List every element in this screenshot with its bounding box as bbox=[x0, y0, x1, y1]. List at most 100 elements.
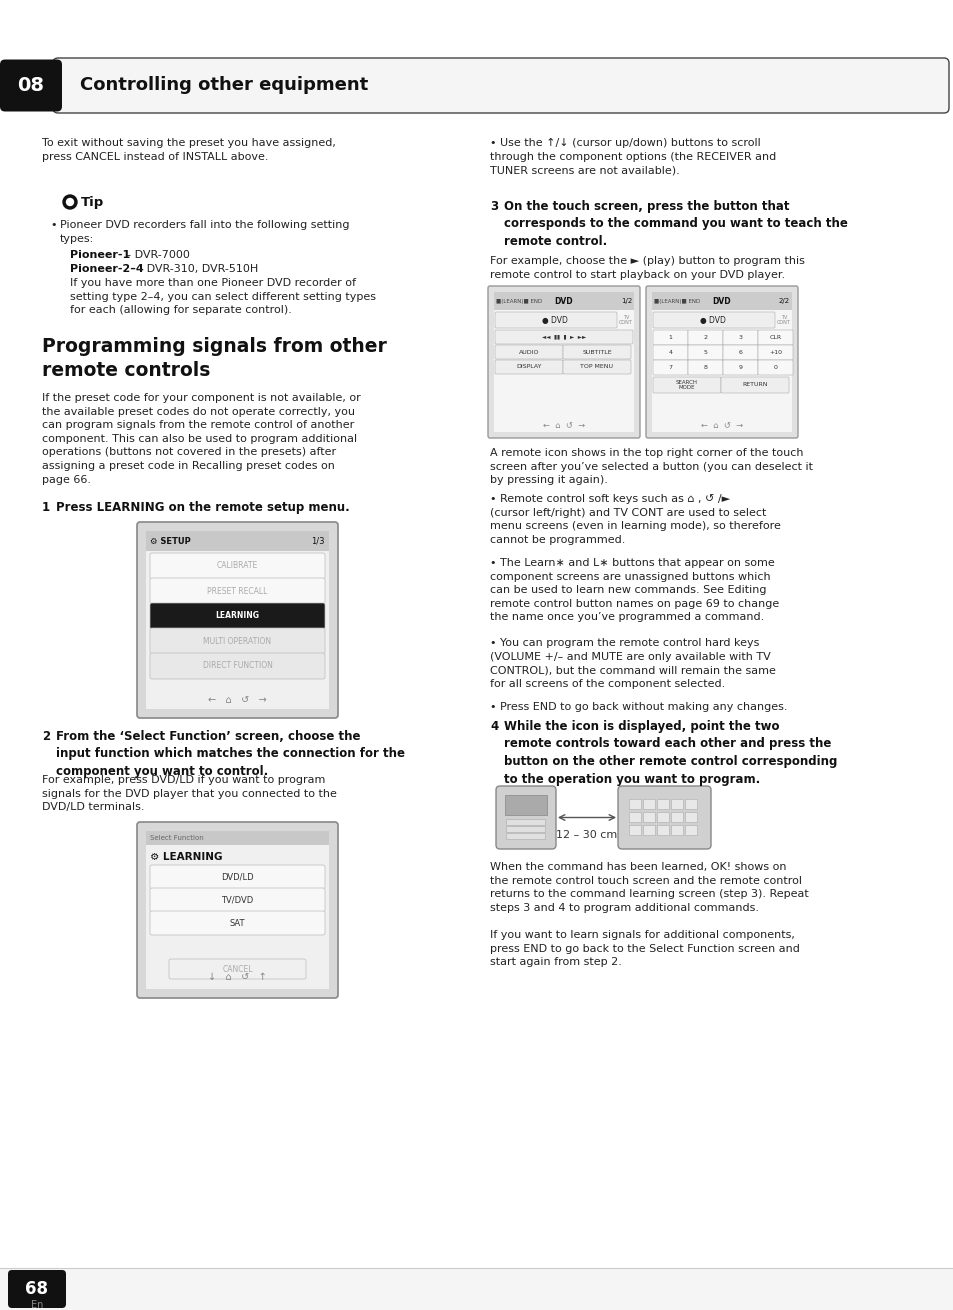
FancyBboxPatch shape bbox=[0, 59, 62, 111]
FancyBboxPatch shape bbox=[687, 360, 722, 375]
Text: • Remote control soft keys such as ⌂ , ↺ /►
(cursor left/right) and TV CONT are : • Remote control soft keys such as ⌂ , ↺… bbox=[490, 494, 781, 545]
Text: If you want to learn signals for additional components,
press END to go back to : If you want to learn signals for additio… bbox=[490, 930, 799, 967]
Text: CLR: CLR bbox=[769, 335, 781, 341]
FancyBboxPatch shape bbox=[758, 360, 792, 375]
Text: ←   ⌂   ↺   →: ← ⌂ ↺ → bbox=[208, 696, 267, 705]
Bar bbox=[146, 531, 329, 709]
FancyBboxPatch shape bbox=[506, 827, 545, 832]
Text: En: En bbox=[30, 1300, 43, 1310]
Text: 3: 3 bbox=[490, 200, 497, 214]
Text: ←  ⌂  ↺  →: ← ⌂ ↺ → bbox=[700, 421, 742, 430]
FancyBboxPatch shape bbox=[495, 330, 633, 345]
FancyBboxPatch shape bbox=[657, 825, 669, 836]
FancyBboxPatch shape bbox=[137, 521, 337, 718]
Text: 9: 9 bbox=[738, 365, 741, 369]
Text: ↓   ⌂   ↺   ↑: ↓ ⌂ ↺ ↑ bbox=[208, 972, 267, 982]
FancyBboxPatch shape bbox=[8, 1269, 66, 1307]
Circle shape bbox=[67, 199, 73, 206]
Text: 8: 8 bbox=[702, 365, 707, 369]
Text: 1/3: 1/3 bbox=[312, 537, 325, 545]
FancyBboxPatch shape bbox=[671, 799, 682, 810]
FancyBboxPatch shape bbox=[657, 799, 669, 810]
FancyBboxPatch shape bbox=[150, 865, 325, 889]
Text: Programming signals from other
remote controls: Programming signals from other remote co… bbox=[42, 337, 387, 380]
Bar bbox=[146, 531, 329, 552]
Text: 3: 3 bbox=[738, 335, 741, 341]
Text: Tip: Tip bbox=[81, 196, 104, 210]
Text: 2: 2 bbox=[702, 335, 707, 341]
FancyBboxPatch shape bbox=[629, 812, 640, 823]
Text: ● DVD: ● DVD bbox=[541, 316, 567, 325]
Bar bbox=[146, 831, 329, 989]
FancyBboxPatch shape bbox=[643, 799, 655, 810]
Text: 08: 08 bbox=[17, 76, 45, 96]
FancyBboxPatch shape bbox=[722, 345, 758, 360]
FancyBboxPatch shape bbox=[169, 959, 306, 979]
FancyBboxPatch shape bbox=[506, 820, 545, 825]
FancyBboxPatch shape bbox=[652, 330, 687, 345]
Text: LEARNING: LEARNING bbox=[215, 612, 259, 621]
FancyBboxPatch shape bbox=[562, 345, 630, 359]
Text: 4: 4 bbox=[490, 721, 497, 734]
Text: From the ‘Select Function’ screen, choose the
input function which matches the c: From the ‘Select Function’ screen, choos… bbox=[56, 730, 405, 778]
Text: 5: 5 bbox=[702, 350, 707, 355]
FancyBboxPatch shape bbox=[652, 360, 687, 375]
Text: SAT: SAT bbox=[230, 918, 245, 927]
Text: ◄◄  ▮▮  ▮  ►  ►►: ◄◄ ▮▮ ▮ ► ►► bbox=[541, 334, 585, 339]
Text: DVD: DVD bbox=[712, 296, 731, 305]
Bar bbox=[494, 292, 634, 310]
FancyBboxPatch shape bbox=[758, 330, 792, 345]
FancyBboxPatch shape bbox=[150, 888, 325, 912]
Text: CALIBRATE: CALIBRATE bbox=[216, 562, 258, 570]
FancyBboxPatch shape bbox=[671, 812, 682, 823]
FancyBboxPatch shape bbox=[685, 812, 697, 823]
FancyBboxPatch shape bbox=[687, 345, 722, 360]
Text: For example, press DVD/LD if you want to program
signals for the DVD player that: For example, press DVD/LD if you want to… bbox=[42, 776, 336, 812]
FancyBboxPatch shape bbox=[495, 345, 562, 359]
FancyBboxPatch shape bbox=[720, 377, 788, 393]
FancyBboxPatch shape bbox=[758, 345, 792, 360]
FancyBboxPatch shape bbox=[53, 58, 948, 113]
FancyBboxPatch shape bbox=[150, 553, 325, 579]
Text: TV
CONT: TV CONT bbox=[618, 314, 632, 325]
Text: SEARCH
MODE: SEARCH MODE bbox=[676, 380, 698, 390]
FancyBboxPatch shape bbox=[643, 825, 655, 836]
FancyBboxPatch shape bbox=[685, 825, 697, 836]
Bar bbox=[146, 831, 329, 845]
FancyBboxPatch shape bbox=[137, 821, 337, 998]
Text: If you have more than one Pioneer DVD recorder of
setting type 2–4, you can sele: If you have more than one Pioneer DVD re… bbox=[70, 278, 375, 316]
Text: To exit without saving the preset you have assigned,
press CANCEL instead of INS: To exit without saving the preset you ha… bbox=[42, 138, 335, 161]
Text: +10: +10 bbox=[768, 350, 781, 355]
Text: When the command has been learned, OK! shows on
the remote control touch screen : When the command has been learned, OK! s… bbox=[490, 862, 808, 913]
FancyBboxPatch shape bbox=[687, 330, 722, 345]
FancyBboxPatch shape bbox=[150, 652, 325, 679]
Text: 1/2: 1/2 bbox=[620, 297, 631, 304]
FancyBboxPatch shape bbox=[643, 812, 655, 823]
FancyBboxPatch shape bbox=[652, 345, 687, 360]
Text: 6: 6 bbox=[738, 350, 741, 355]
Text: While the icon is displayed, point the two
remote controls toward each other and: While the icon is displayed, point the t… bbox=[503, 721, 837, 786]
Text: ←  ⌂  ↺  →: ← ⌂ ↺ → bbox=[542, 421, 584, 430]
FancyBboxPatch shape bbox=[150, 578, 325, 604]
Text: Pioneer-1: Pioneer-1 bbox=[70, 250, 131, 259]
FancyBboxPatch shape bbox=[652, 312, 774, 328]
Circle shape bbox=[63, 195, 77, 210]
Text: Select Function: Select Function bbox=[150, 834, 204, 841]
Text: • Use the ↑/↓ (cursor up/down) buttons to scroll
through the component options (: • Use the ↑/↓ (cursor up/down) buttons t… bbox=[490, 138, 776, 176]
Text: – DVR-310, DVR-510H: – DVR-310, DVR-510H bbox=[133, 265, 258, 274]
Text: •: • bbox=[50, 220, 56, 231]
Bar bbox=[651, 292, 791, 310]
Text: 68: 68 bbox=[26, 1280, 49, 1298]
Text: TV/DVD: TV/DVD bbox=[221, 896, 253, 904]
FancyBboxPatch shape bbox=[685, 799, 697, 810]
Text: 7: 7 bbox=[668, 365, 672, 369]
Text: 2/2: 2/2 bbox=[778, 297, 789, 304]
Text: 4: 4 bbox=[668, 350, 672, 355]
Text: 0: 0 bbox=[773, 365, 777, 369]
FancyBboxPatch shape bbox=[150, 627, 325, 654]
Text: Controlling other equipment: Controlling other equipment bbox=[80, 76, 368, 94]
Text: TOP MENU: TOP MENU bbox=[579, 364, 613, 369]
Text: ■(LEARN)■ END: ■(LEARN)■ END bbox=[654, 299, 700, 304]
Text: TV
CONT: TV CONT bbox=[777, 314, 790, 325]
Bar bbox=[651, 292, 791, 432]
